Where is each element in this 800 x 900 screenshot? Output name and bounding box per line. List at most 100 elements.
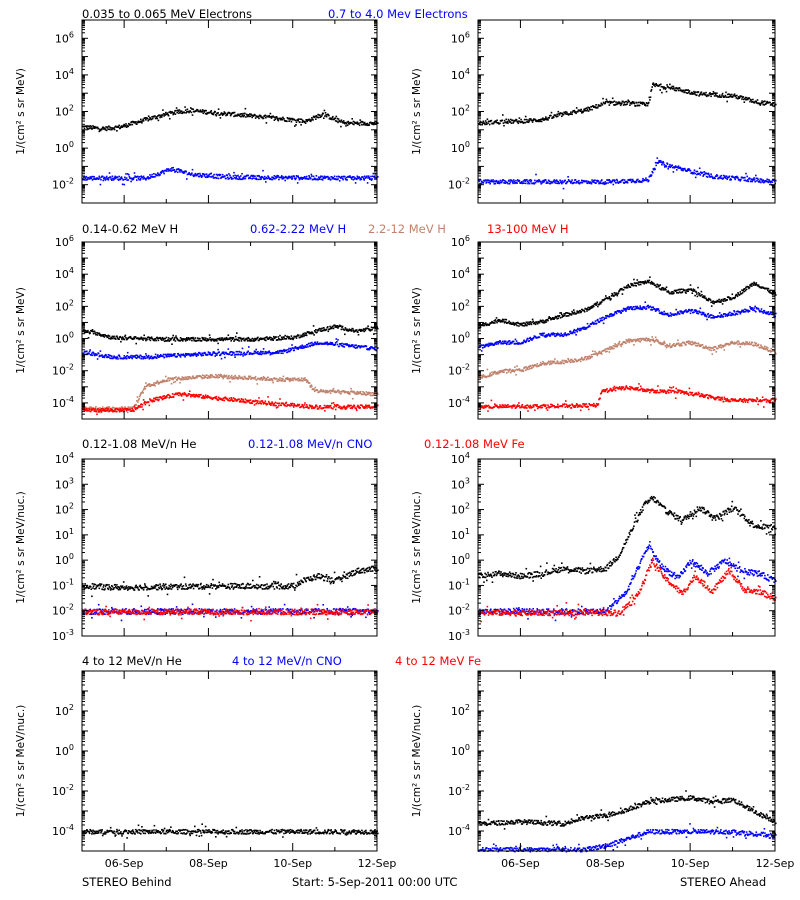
data-point [224,337,226,340]
data-point [159,116,161,119]
data-point [505,118,508,121]
data-point [303,379,306,381]
data-point [646,104,649,107]
data-point [268,114,270,117]
data-point [116,336,119,339]
data-point [121,126,124,128]
data-point [154,115,156,117]
data-point [192,354,194,357]
data-point [291,344,293,346]
data-point [585,308,588,310]
data-point [207,175,210,177]
data-point [302,332,305,335]
data-point [146,117,149,120]
data-point [308,342,310,345]
data-point [247,174,249,177]
data-point [716,95,719,97]
data-point [102,335,105,338]
data-point [345,176,348,179]
data-point [264,178,267,180]
data-point [227,178,230,180]
data-point [205,340,208,342]
data-point [135,354,137,357]
data-point [550,114,552,117]
data-point [524,180,526,182]
data-point [368,404,371,407]
data-point [248,114,250,116]
data-point [221,337,224,339]
data-point [263,178,265,181]
data-point [674,165,677,167]
data-point [276,174,278,177]
data-point [303,377,305,380]
data-point [341,175,343,178]
data-point [721,92,724,95]
data-point [245,401,247,404]
data-point [562,187,565,190]
data-point [99,409,102,411]
data-point [725,177,727,179]
data-point [304,334,307,336]
data-point [265,339,267,342]
data-point [215,176,217,179]
data-point [216,340,218,342]
data-point [332,327,335,330]
data-point [497,318,500,321]
data-point [321,179,324,181]
data-point [511,119,514,121]
data-point [107,406,109,409]
data-point [555,179,558,181]
data-point [270,178,273,181]
data-point [299,121,301,124]
data-point [309,345,311,348]
data-point [89,407,91,409]
data-point [508,320,510,323]
data-point [200,176,203,178]
data-point [154,397,156,400]
data-point [285,349,288,351]
data-point [650,90,652,92]
data-point [110,336,112,339]
data-point [708,173,710,175]
data-point [296,403,299,406]
data-point [269,116,271,118]
data-point [215,339,217,342]
data-point [316,341,319,343]
data-point [100,410,102,413]
data-point [768,178,770,181]
data-point [652,82,655,84]
data-point [167,355,169,357]
data-point [630,103,633,105]
data-point [619,102,621,104]
data-point [540,120,543,123]
data-point [371,175,374,178]
data-point [234,353,237,356]
data-point [534,323,537,326]
data-point [358,122,360,124]
data-point [349,390,352,393]
data-point [494,182,497,185]
data-point [121,183,124,186]
data-point [585,109,587,112]
data-point [653,168,655,171]
data-point [273,402,276,405]
data-point [702,93,704,95]
data-point [716,174,718,176]
data-point [359,390,362,393]
series-r1-ahead-1 [478,157,777,190]
data-point [554,180,557,182]
data-point [618,181,620,184]
data-point [152,357,155,360]
data-point [113,128,116,131]
data-point [775,179,777,182]
data-point [92,126,95,128]
data-point [366,392,369,394]
data-point [332,325,334,328]
data-point [144,356,146,358]
data-point [348,329,350,331]
y-tick-label: 10-2 [52,363,74,378]
data-point [554,317,556,319]
data-point [747,180,750,183]
data-point [254,350,257,353]
data-point [535,180,538,183]
